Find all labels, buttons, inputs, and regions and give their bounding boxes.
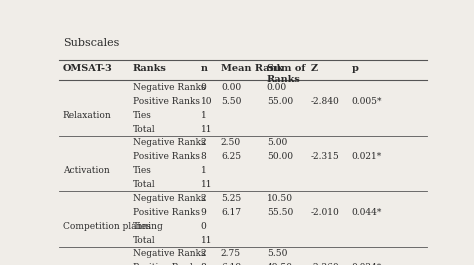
Text: 11: 11: [201, 180, 212, 189]
Text: Negative Ranks: Negative Ranks: [133, 249, 205, 258]
Text: Ranks: Ranks: [133, 64, 166, 73]
Text: 0.005*: 0.005*: [351, 97, 382, 106]
Text: Positive Ranks: Positive Ranks: [133, 97, 200, 106]
Text: 1: 1: [201, 166, 207, 175]
Text: 6.25: 6.25: [221, 152, 241, 161]
Text: 11: 11: [201, 125, 212, 134]
Text: 0: 0: [201, 222, 207, 231]
Text: 0: 0: [201, 83, 207, 92]
Text: 2: 2: [201, 138, 206, 147]
Text: 10.50: 10.50: [267, 194, 293, 203]
Text: Sum of
Ranks: Sum of Ranks: [267, 64, 305, 84]
Text: 11: 11: [201, 236, 212, 245]
Text: 5.50: 5.50: [221, 97, 241, 106]
Text: 8: 8: [201, 263, 207, 265]
Text: Negative Ranks: Negative Ranks: [133, 138, 205, 147]
Text: 0.00: 0.00: [221, 83, 241, 92]
Text: Negative Ranks: Negative Ranks: [133, 83, 205, 92]
Text: -2.010: -2.010: [311, 208, 340, 217]
Text: n: n: [201, 64, 208, 73]
Text: 10: 10: [201, 97, 212, 106]
Text: 5.00: 5.00: [267, 138, 287, 147]
Text: p: p: [351, 64, 358, 73]
Text: Ties: Ties: [133, 111, 152, 120]
Text: Activation: Activation: [63, 166, 109, 175]
Text: -2.315: -2.315: [311, 152, 340, 161]
Text: Total: Total: [133, 236, 155, 245]
Text: 1: 1: [201, 111, 207, 120]
Text: 5.25: 5.25: [221, 194, 241, 203]
Text: 6.17: 6.17: [221, 208, 241, 217]
Text: Ties: Ties: [133, 222, 152, 231]
Text: Negative Ranks: Negative Ranks: [133, 194, 205, 203]
Text: 2: 2: [201, 249, 206, 258]
Text: Subscales: Subscales: [63, 38, 119, 48]
Text: 0.021*: 0.021*: [351, 152, 382, 161]
Text: 8: 8: [201, 152, 207, 161]
Text: 6.19: 6.19: [221, 263, 241, 265]
Text: -2.260: -2.260: [311, 263, 339, 265]
Text: Ties: Ties: [133, 166, 152, 175]
Text: 0.024*: 0.024*: [351, 263, 382, 265]
Text: 55.50: 55.50: [267, 208, 293, 217]
Text: 5.50: 5.50: [267, 249, 287, 258]
Text: Relaxation: Relaxation: [63, 111, 112, 120]
Text: 50.00: 50.00: [267, 152, 293, 161]
Text: OMSAT-3: OMSAT-3: [63, 64, 113, 73]
Text: 2.75: 2.75: [221, 249, 241, 258]
Text: 2: 2: [201, 194, 206, 203]
Text: 9: 9: [201, 208, 207, 217]
Text: Z: Z: [311, 64, 318, 73]
Text: Positive Ranks: Positive Ranks: [133, 152, 200, 161]
Text: Positive Ranks: Positive Ranks: [133, 208, 200, 217]
Text: 55.00: 55.00: [267, 97, 293, 106]
Text: Mean Rank: Mean Rank: [221, 64, 283, 73]
Text: 0.00: 0.00: [267, 83, 287, 92]
Text: Competition planning: Competition planning: [63, 222, 163, 231]
Text: 0.044*: 0.044*: [351, 208, 382, 217]
Text: -2.840: -2.840: [311, 97, 340, 106]
Text: Total: Total: [133, 180, 155, 189]
Text: 49.50: 49.50: [267, 263, 293, 265]
Text: Positive Ranks: Positive Ranks: [133, 263, 200, 265]
Text: 2.50: 2.50: [221, 138, 241, 147]
Text: Total: Total: [133, 125, 155, 134]
